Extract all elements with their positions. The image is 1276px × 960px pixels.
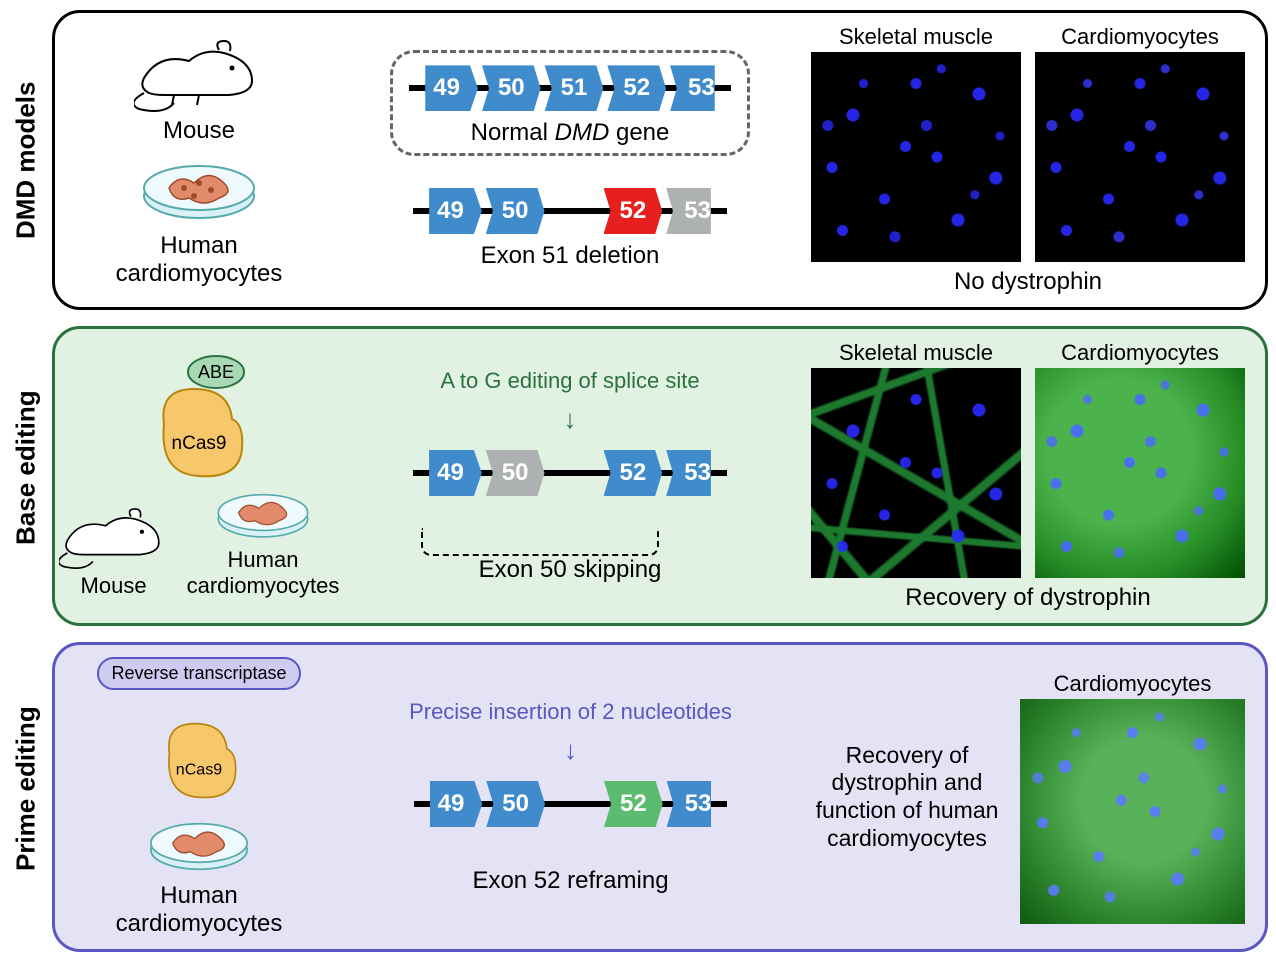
panel-prime: Reverse transcriptase nCas9 Human cardio… xyxy=(52,642,1268,952)
human-cm-label: Human cardiomyocytes xyxy=(116,882,283,937)
prime-icons: Reverse transcriptase nCas9 Human cardio… xyxy=(69,657,329,937)
prime-recovery-text: Recovery of dystrophin and function of h… xyxy=(812,742,1002,852)
prime-micro: Cardiomyocytes xyxy=(1020,671,1245,924)
prime-tracks: Precise insertion of 2 nucleotides ↓ 495… xyxy=(347,699,794,894)
normal-caption: Normal DMD gene xyxy=(471,119,670,147)
normal-gene-box: 4950515253 Normal DMD gene xyxy=(390,50,750,156)
recovery-label: Recovery of dystrophin xyxy=(905,584,1150,612)
micro-skeletal-title: Skeletal muscle xyxy=(839,340,993,366)
track-reframe52: 49505253 xyxy=(414,777,728,831)
exon-52: 52 xyxy=(604,450,663,496)
exon-50: 50 xyxy=(486,781,545,827)
dish-icon xyxy=(213,480,313,545)
exon-49: 49 xyxy=(429,188,482,234)
row-dmd-models: DMD models Mouse Human cardiomyocytes xyxy=(8,10,1268,310)
svg-text:ABE: ABE xyxy=(198,362,234,382)
prime-edit-note: Precise insertion of 2 nucleotides xyxy=(409,699,732,725)
dish-icon xyxy=(139,148,259,228)
track-del51: 495052STOP53 xyxy=(413,184,727,238)
micro-cardio-title: Cardiomyocytes xyxy=(1061,340,1219,366)
track-skip50: 49505253 xyxy=(413,446,727,500)
exon-49: 49 xyxy=(425,65,478,111)
side-label-models: DMD models xyxy=(8,10,44,310)
micro-base-cardio xyxy=(1035,368,1245,578)
micro-models-skeletal xyxy=(811,52,1021,262)
side-label-base: Base editing xyxy=(8,310,44,626)
rt-pill: Reverse transcriptase xyxy=(97,657,300,690)
row-base-editing: Base editing ABE nCas9 xyxy=(8,310,1268,626)
cas9-rt-icon: nCas9 xyxy=(149,694,249,804)
models-icons: Mouse Human cardiomyocytes xyxy=(69,33,329,288)
panel-base: ABE nCas9 Mouse xyxy=(52,326,1268,626)
micro-prime-cardio xyxy=(1020,699,1245,924)
mouse-icon xyxy=(59,501,169,571)
human-cm-label: Human cardiomyocytes xyxy=(116,232,283,287)
base-edit-note: A to G editing of splice site xyxy=(440,368,699,394)
svg-text:nCas9: nCas9 xyxy=(176,760,222,778)
human-cm-label: Human cardiomyocytes xyxy=(187,547,340,598)
track-normal: 4950515253 xyxy=(409,61,731,115)
exon-50: 50 xyxy=(486,188,545,234)
micro-base-skeletal xyxy=(811,368,1021,578)
exon-49: 49 xyxy=(430,781,483,827)
row-prime-editing: Prime editing Reverse transcriptase nCas… xyxy=(8,626,1268,952)
exon-52: 52 xyxy=(604,781,663,827)
exon-49: 49 xyxy=(429,450,482,496)
base-tracks: A to G editing of splice site ↓ 49505253… xyxy=(347,368,793,583)
dish-icon xyxy=(144,808,254,878)
models-tracks: 4950515253 Normal DMD gene 495052STOP53 … xyxy=(347,50,793,269)
mouse-label: Mouse xyxy=(81,573,147,598)
exon-52: 52 xyxy=(607,65,666,111)
base-micro: Skeletal muscle Cardiomyocytes Recovery … xyxy=(811,340,1245,612)
no-dystrophin-label: No dystrophin xyxy=(954,268,1102,296)
exon-50: 50 xyxy=(486,450,545,496)
exon-51: 51 xyxy=(545,65,604,111)
side-label-prime: Prime editing xyxy=(8,626,44,952)
micro-cardio-title: Cardiomyocytes xyxy=(1061,24,1219,50)
micro-models-cardio xyxy=(1035,52,1245,262)
stop-label: STOP xyxy=(606,166,660,189)
svg-text:nCas9: nCas9 xyxy=(172,433,227,454)
base-icons: ABE nCas9 Mouse xyxy=(69,354,329,598)
reframe52-caption: Exon 52 reframing xyxy=(472,867,668,895)
exon-52: 52STOP xyxy=(604,188,663,234)
mouse-icon xyxy=(134,33,264,113)
cas9-abe-icon: ABE nCas9 xyxy=(144,354,254,484)
skip-dash-line xyxy=(421,528,659,556)
micro-skeletal-title: Skeletal muscle xyxy=(839,24,993,50)
arrow-down-icon: ↓ xyxy=(564,412,577,428)
micro-cardio-title: Cardiomyocytes xyxy=(1054,671,1212,697)
panel-models: Mouse Human cardiomyocytes 4950515253 No… xyxy=(52,10,1268,310)
exon-50: 50 xyxy=(482,65,541,111)
mouse-label: Mouse xyxy=(163,117,235,145)
del51-caption: Exon 51 deletion xyxy=(481,242,660,270)
skip50-caption: Exon 50 skipping xyxy=(479,556,662,584)
arrow-down-icon: ↓ xyxy=(564,743,577,759)
models-micro: Skeletal muscle Cardiomyocytes No dystro… xyxy=(811,24,1245,296)
